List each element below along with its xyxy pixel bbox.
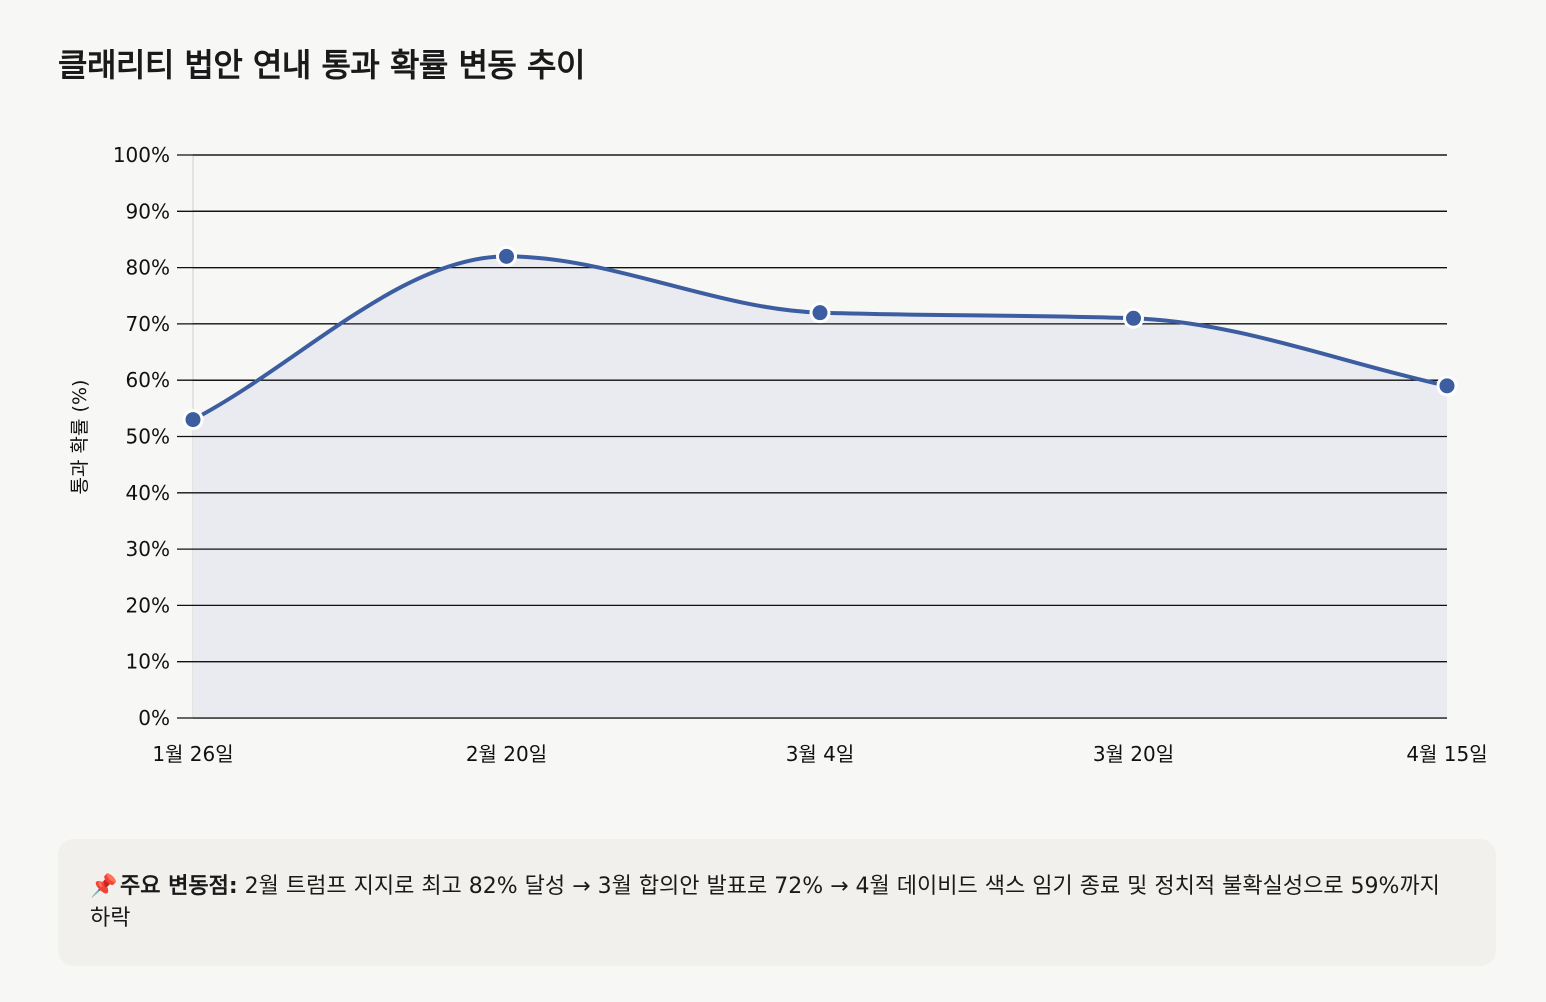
x-tick-label: 2월 20일 (466, 742, 547, 766)
y-axis: 0% 10% 20% 30% 40% 50% 60% 70% 80% 90% 100% (113, 143, 170, 730)
y-tick-label: 80% (126, 256, 170, 280)
data-point[interactable] (496, 245, 517, 267)
x-tick-label: 1월 26일 (152, 742, 233, 766)
y-tick-label: 70% (126, 312, 170, 336)
data-point[interactable] (809, 302, 831, 324)
y-tick-label: 30% (126, 537, 170, 561)
data-point[interactable] (1123, 307, 1144, 329)
x-axis: 1월 26일 2월 20일 3월 4일 3월 20일 4월 15일 (152, 742, 1487, 766)
y-tick-label: 50% (126, 425, 170, 449)
y-tick-label: 10% (126, 650, 170, 674)
data-point[interactable] (1436, 375, 1458, 397)
chart-title: 클래리티 법안 연내 통과 확률 변동 추이 (58, 46, 585, 84)
y-tick-label: 100% (113, 143, 170, 167)
x-tick-label: 3월 4일 (786, 742, 855, 766)
area-layer (193, 154, 1447, 719)
x-tick-label: 4월 15일 (1406, 742, 1487, 766)
pushpin-icon: 📌 (90, 874, 118, 899)
data-point[interactable] (182, 409, 204, 431)
x-tick-label: 3월 20일 (1093, 742, 1174, 766)
key-changes-note: 📌 주요 변동점: 2월 트럼프 지지로 최고 82% 달성 → 3월 합의안 발… (58, 839, 1496, 966)
y-tick-label: 0% (138, 706, 170, 730)
note-text: 2월 트럼프 지지로 최고 82% 달성 → 3월 합의안 발표로 72% → … (90, 874, 1440, 931)
y-tick-label: 40% (126, 481, 170, 505)
y-tick-label: 90% (126, 199, 170, 223)
point-layer (182, 245, 1458, 431)
y-tick-label: 20% (126, 593, 170, 617)
y-axis-title: 통과 확률 (%) (69, 380, 91, 495)
area-fill (193, 256, 1447, 718)
y-tick-label: 60% (126, 368, 170, 392)
line-chart: 0% 10% 20% 30% 40% 50% 60% 70% 80% 90% 100% 1월 26일… (69, 143, 1488, 766)
note-label: 주요 변동점: (120, 874, 238, 899)
